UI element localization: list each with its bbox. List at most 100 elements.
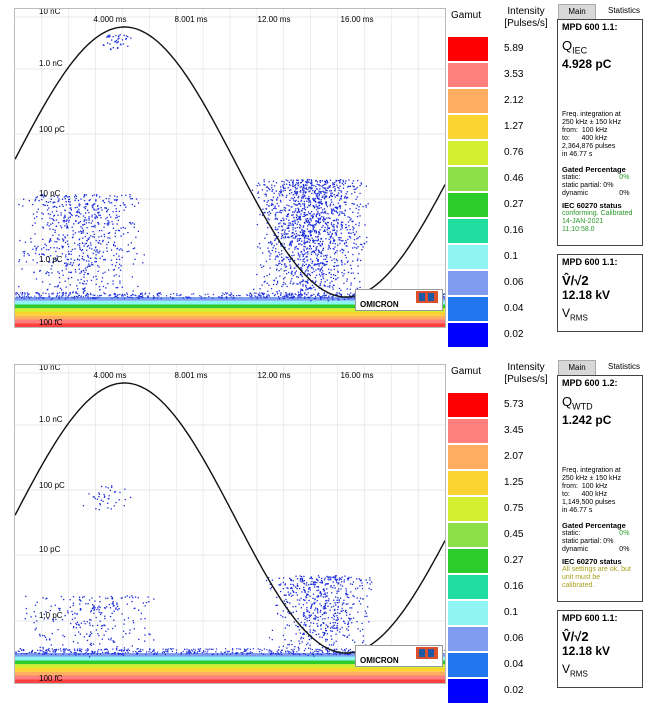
pd-pulse-dot [62, 238, 64, 240]
pd-pulse-dot [122, 630, 125, 632]
pd-pulse-dot [305, 287, 308, 289]
pd-pulse-dot [284, 266, 287, 268]
pd-pulse-dot [91, 597, 93, 599]
pd-pulse-dot [357, 237, 359, 239]
pd-pulse-dot [107, 597, 109, 599]
pd-pulse-dot [52, 228, 54, 231]
pd-pulse-dot [296, 588, 298, 590]
pd-pulse-dot [122, 653, 124, 655]
prpd-plot-bottom[interactable]: 4.000 ms 8.001 ms 12.00 ms 16.00 ms 10 n… [14, 364, 446, 684]
pd-pulse-dot [188, 296, 190, 298]
pd-pulse-dot [313, 239, 315, 241]
pd-pulse-dot [349, 229, 351, 231]
pd-pulse-dot [309, 629, 311, 631]
pd-pulse-dot [108, 498, 110, 500]
pd-pulse-dot [329, 185, 331, 187]
pd-pulse-dot [322, 240, 324, 243]
omicron-logo-icon [416, 291, 438, 303]
pd-pulse-dot [314, 189, 316, 192]
pd-pulse-dot [280, 583, 282, 585]
pd-pulse-dot [340, 198, 342, 200]
pd-pulse-dot [333, 258, 335, 260]
pd-pulse-dot [47, 222, 49, 224]
pd-pulse-dot [327, 221, 329, 224]
pd-pulse-dot [120, 44, 122, 46]
pd-pulse-dot [102, 651, 104, 653]
pd-pulse-dot [316, 586, 318, 588]
legend-value: 0.1 [504, 251, 518, 262]
pd-pulse-dot [64, 237, 66, 239]
pd-pulse-dot [294, 190, 296, 192]
pd-pulse-dot [93, 209, 95, 211]
tab-statistics[interactable]: Statistics [607, 362, 640, 371]
pd-pulse-dot [328, 227, 331, 229]
pd-pulse-dot [66, 227, 68, 229]
pd-pulse-dot [89, 634, 91, 636]
pd-pulse-dot [90, 244, 92, 246]
pd-pulse-dot [325, 273, 327, 276]
pd-pulse-dot [296, 204, 298, 206]
pd-pulse-dot [25, 653, 27, 655]
pd-pulse-dot [358, 222, 360, 224]
pd-pulse-dot [347, 621, 350, 623]
pd-pulse-dot [59, 205, 61, 207]
pd-pulse-dot [315, 295, 317, 297]
pd-pulse-dot [306, 610, 308, 613]
pd-pulse-dot [263, 265, 265, 267]
pd-pulse-dot [62, 294, 64, 296]
legend-row: 0.76 [448, 141, 552, 165]
pd-pulse-dot [345, 590, 348, 592]
pd-pulse-dot [62, 293, 64, 295]
pd-pulse-dot [94, 297, 96, 299]
pd-pulse-dot [353, 239, 356, 241]
tab-main[interactable]: Main [558, 360, 596, 376]
pd-pulse-dot [280, 292, 282, 294]
pd-pulse-dot [346, 297, 348, 299]
pd-pulse-dot [46, 249, 48, 251]
pd-pulse-dot [338, 299, 340, 301]
pd-pulse-dot [42, 204, 44, 206]
pd-pulse-dot [259, 288, 261, 290]
pd-pulse-dot [352, 185, 354, 187]
pd-pulse-dot [315, 264, 317, 266]
pd-pulse-dot [444, 293, 445, 295]
pd-pulse-dot [21, 268, 23, 270]
pd-pulse-dot [314, 242, 316, 244]
pd-pulse-dot [257, 296, 259, 298]
pd-pulse-dot [340, 224, 342, 226]
pd-pulse-dot [350, 284, 352, 286]
pd-pulse-dot [331, 576, 333, 579]
pd-pulse-dot [78, 598, 81, 601]
pd-pulse-dot [356, 196, 358, 198]
pd-pulse-dot [348, 232, 350, 234]
pd-pulse-dot [138, 609, 140, 611]
tab-statistics[interactable]: Statistics [607, 6, 640, 15]
pd-pulse-dot [245, 649, 247, 651]
pd-pulse-dot [347, 185, 350, 187]
pd-pulse-dot [98, 242, 100, 244]
pd-pulse-dot [297, 207, 299, 209]
pd-pulse-dot [209, 648, 211, 650]
pd-pulse-dot [74, 297, 76, 299]
pd-pulse-dot [62, 649, 64, 651]
pd-pulse-dot [53, 195, 55, 197]
x-tick: 4.000 ms [93, 15, 127, 24]
pd-pulse-dot [361, 628, 364, 631]
tab-main[interactable]: Main [558, 4, 596, 20]
pd-pulse-dot [303, 186, 305, 188]
pd-pulse-dot [310, 180, 313, 182]
pd-pulse-dot [98, 252, 100, 254]
pd-pulse-dot [119, 282, 121, 284]
pd-pulse-dot [263, 648, 265, 650]
pd-pulse-dot [93, 194, 95, 196]
pd-pulse-dot [290, 640, 292, 642]
pd-pulse-dot [180, 652, 182, 654]
prpd-plot-top[interactable]: 4.000 ms 8.001 ms 12.00 ms 16.00 ms 10 n… [14, 8, 446, 328]
pd-pulse-dot [339, 199, 341, 201]
pd-pulse-dot [92, 294, 94, 296]
pd-pulse-dot [35, 247, 37, 250]
pd-pulse-dot [258, 294, 260, 296]
pd-pulse-dot [297, 618, 299, 620]
pd-pulse-dot [64, 615, 66, 617]
pd-pulse-dot [84, 271, 86, 274]
